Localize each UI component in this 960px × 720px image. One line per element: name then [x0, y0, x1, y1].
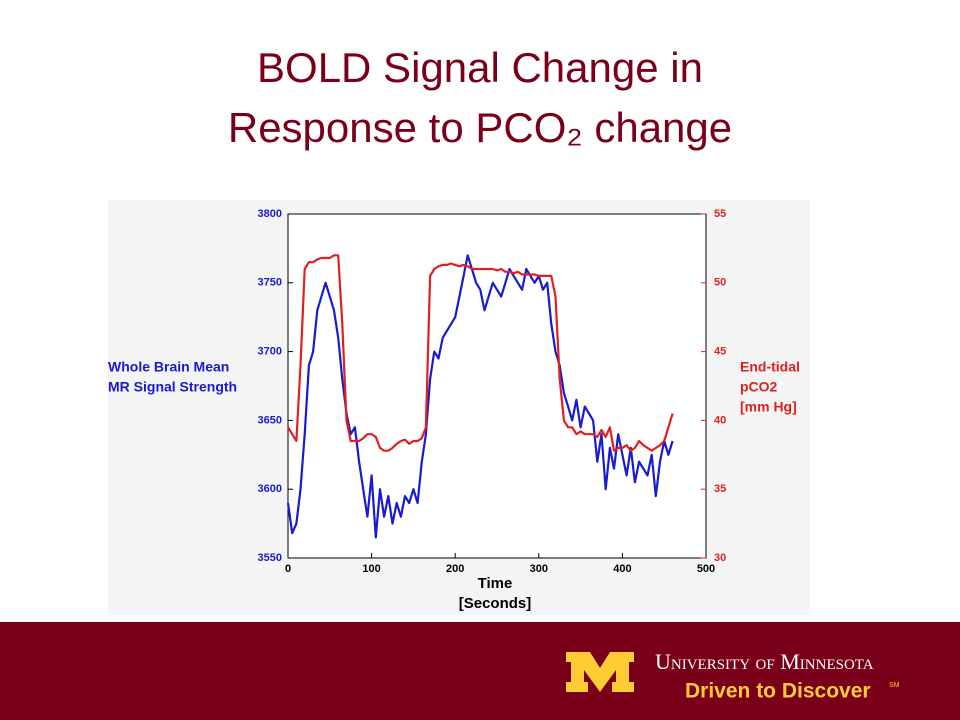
y2-tick-label: 55 [714, 208, 726, 220]
y-tick-label: 3700 [258, 346, 282, 358]
y-tick-label: 3550 [258, 552, 282, 564]
y2-tick-label: 35 [714, 483, 726, 495]
x-tick-label: 500 [697, 563, 715, 575]
y-tick-label: 3750 [258, 277, 282, 289]
x-axis-label: [Seconds] [459, 595, 532, 612]
x-tick-label: 200 [446, 563, 464, 575]
university-logo [566, 652, 634, 692]
service-mark: SM [889, 682, 900, 689]
slide-title: BOLD Signal Change in Response to PCO₂ c… [227, 44, 733, 151]
y2-tick-label: 50 [714, 277, 726, 289]
university-name: University of Minnesota [655, 649, 874, 674]
data-line [286, 254, 674, 539]
x-tick-label: 300 [530, 563, 548, 575]
y2-tick-label: 40 [714, 414, 726, 426]
y-tick-label: 3600 [258, 483, 282, 495]
y2-axis-label: pCO2 [740, 379, 778, 395]
y-axis-label: Whole Brain Mean [108, 359, 229, 375]
y-tick-label: 3650 [258, 414, 282, 426]
y-tick-label: 3800 [258, 208, 282, 220]
x-tick-label: 400 [613, 563, 631, 575]
y-axis-label: MR Signal Strength [108, 379, 237, 395]
data-line [287, 254, 674, 452]
slogan: Driven to Discover [685, 680, 871, 703]
footer-band [0, 622, 960, 720]
x-tick-label: 0 [285, 563, 291, 575]
y2-axis-label: End-tidal [740, 359, 800, 375]
y2-tick-label: 30 [714, 552, 726, 564]
x-tick-label: 100 [362, 563, 380, 575]
y2-tick-label: 45 [714, 346, 726, 358]
x-axis-label: Time [478, 575, 513, 592]
y2-axis-label: [mm Hg] [740, 399, 797, 415]
plot-area [287, 213, 707, 559]
